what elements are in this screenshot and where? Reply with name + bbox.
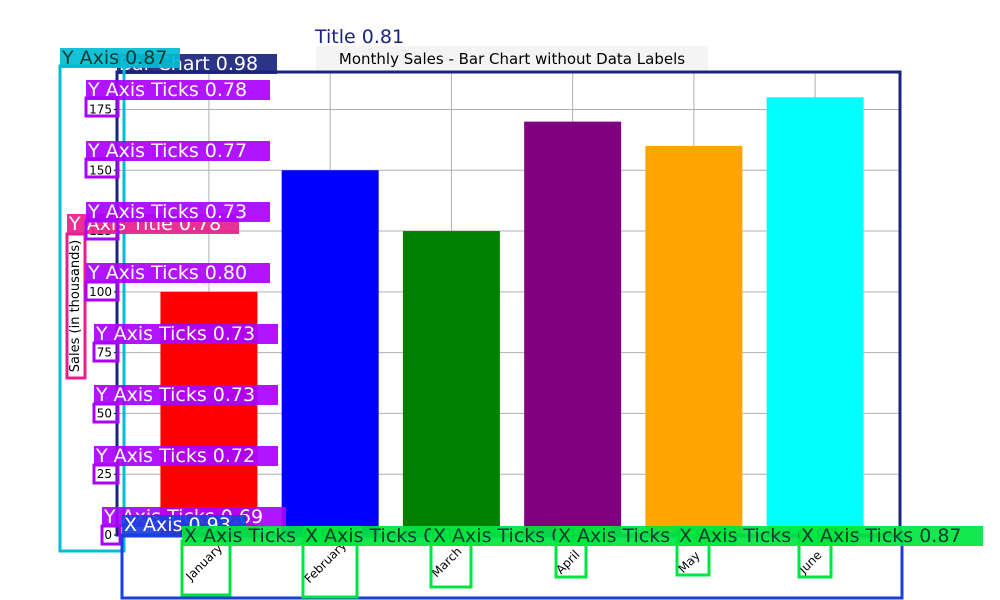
x-tick-label: January (182, 541, 225, 584)
bar-april (524, 121, 622, 535)
detection-label: Y Axis Ticks 0.73 (87, 201, 247, 223)
chart-title: Monthly Sales - Bar Chart without Data L… (339, 50, 685, 68)
detection-label: X Axis Ticks 0.86 (433, 525, 594, 547)
bars (160, 97, 864, 536)
y-tick-label: 25 (97, 467, 112, 481)
y-tick-label: 0 (104, 528, 112, 542)
x-tick-label: March (429, 544, 465, 580)
detection-label: Y Axis Ticks 0.73 (95, 323, 255, 345)
y-tick-label: 175 (89, 102, 112, 116)
detection-label: Y Axis Ticks 0.80 (87, 262, 247, 284)
detection-label: Title 0.81 (314, 26, 404, 48)
detection-label: Y Axis Ticks 0.77 (87, 140, 247, 162)
detection-label-background (60, 48, 180, 68)
bar-february (281, 170, 379, 535)
detection-label-background (94, 324, 278, 344)
detection-label-background (94, 446, 278, 466)
y-tick-label: 50 (97, 406, 112, 420)
detection-label-background (86, 141, 270, 161)
detection-label-background (799, 526, 983, 546)
detection-label: Y Axis Ticks 0.78 (87, 79, 247, 101)
detection-label: Y Axis Ticks 0.73 (95, 384, 255, 406)
detection-label-background (86, 80, 270, 100)
detection-label-background (94, 385, 278, 405)
detection-label: X Axis Ticks 0.87 (801, 525, 962, 547)
detection-label: Y Axis 0.87 (61, 47, 167, 69)
x-tick-label: May (675, 548, 702, 575)
y-tick-label: 150 (89, 163, 112, 177)
title-background (316, 46, 708, 70)
y-axis-title: Sales (in thousands) (68, 240, 83, 372)
detection-label-background (86, 202, 270, 222)
bar-may (645, 145, 743, 535)
detection-label: Y Axis Ticks 0.72 (95, 445, 255, 467)
y-tick-label: 75 (97, 346, 112, 360)
detection-label-background (86, 263, 270, 283)
bar-march (402, 231, 500, 536)
detection-label: X Axis Ticks 0.87 (305, 525, 466, 547)
x-tick-label: April (553, 548, 582, 577)
bar-june (766, 97, 864, 535)
y-tick-label: 100 (89, 285, 112, 299)
